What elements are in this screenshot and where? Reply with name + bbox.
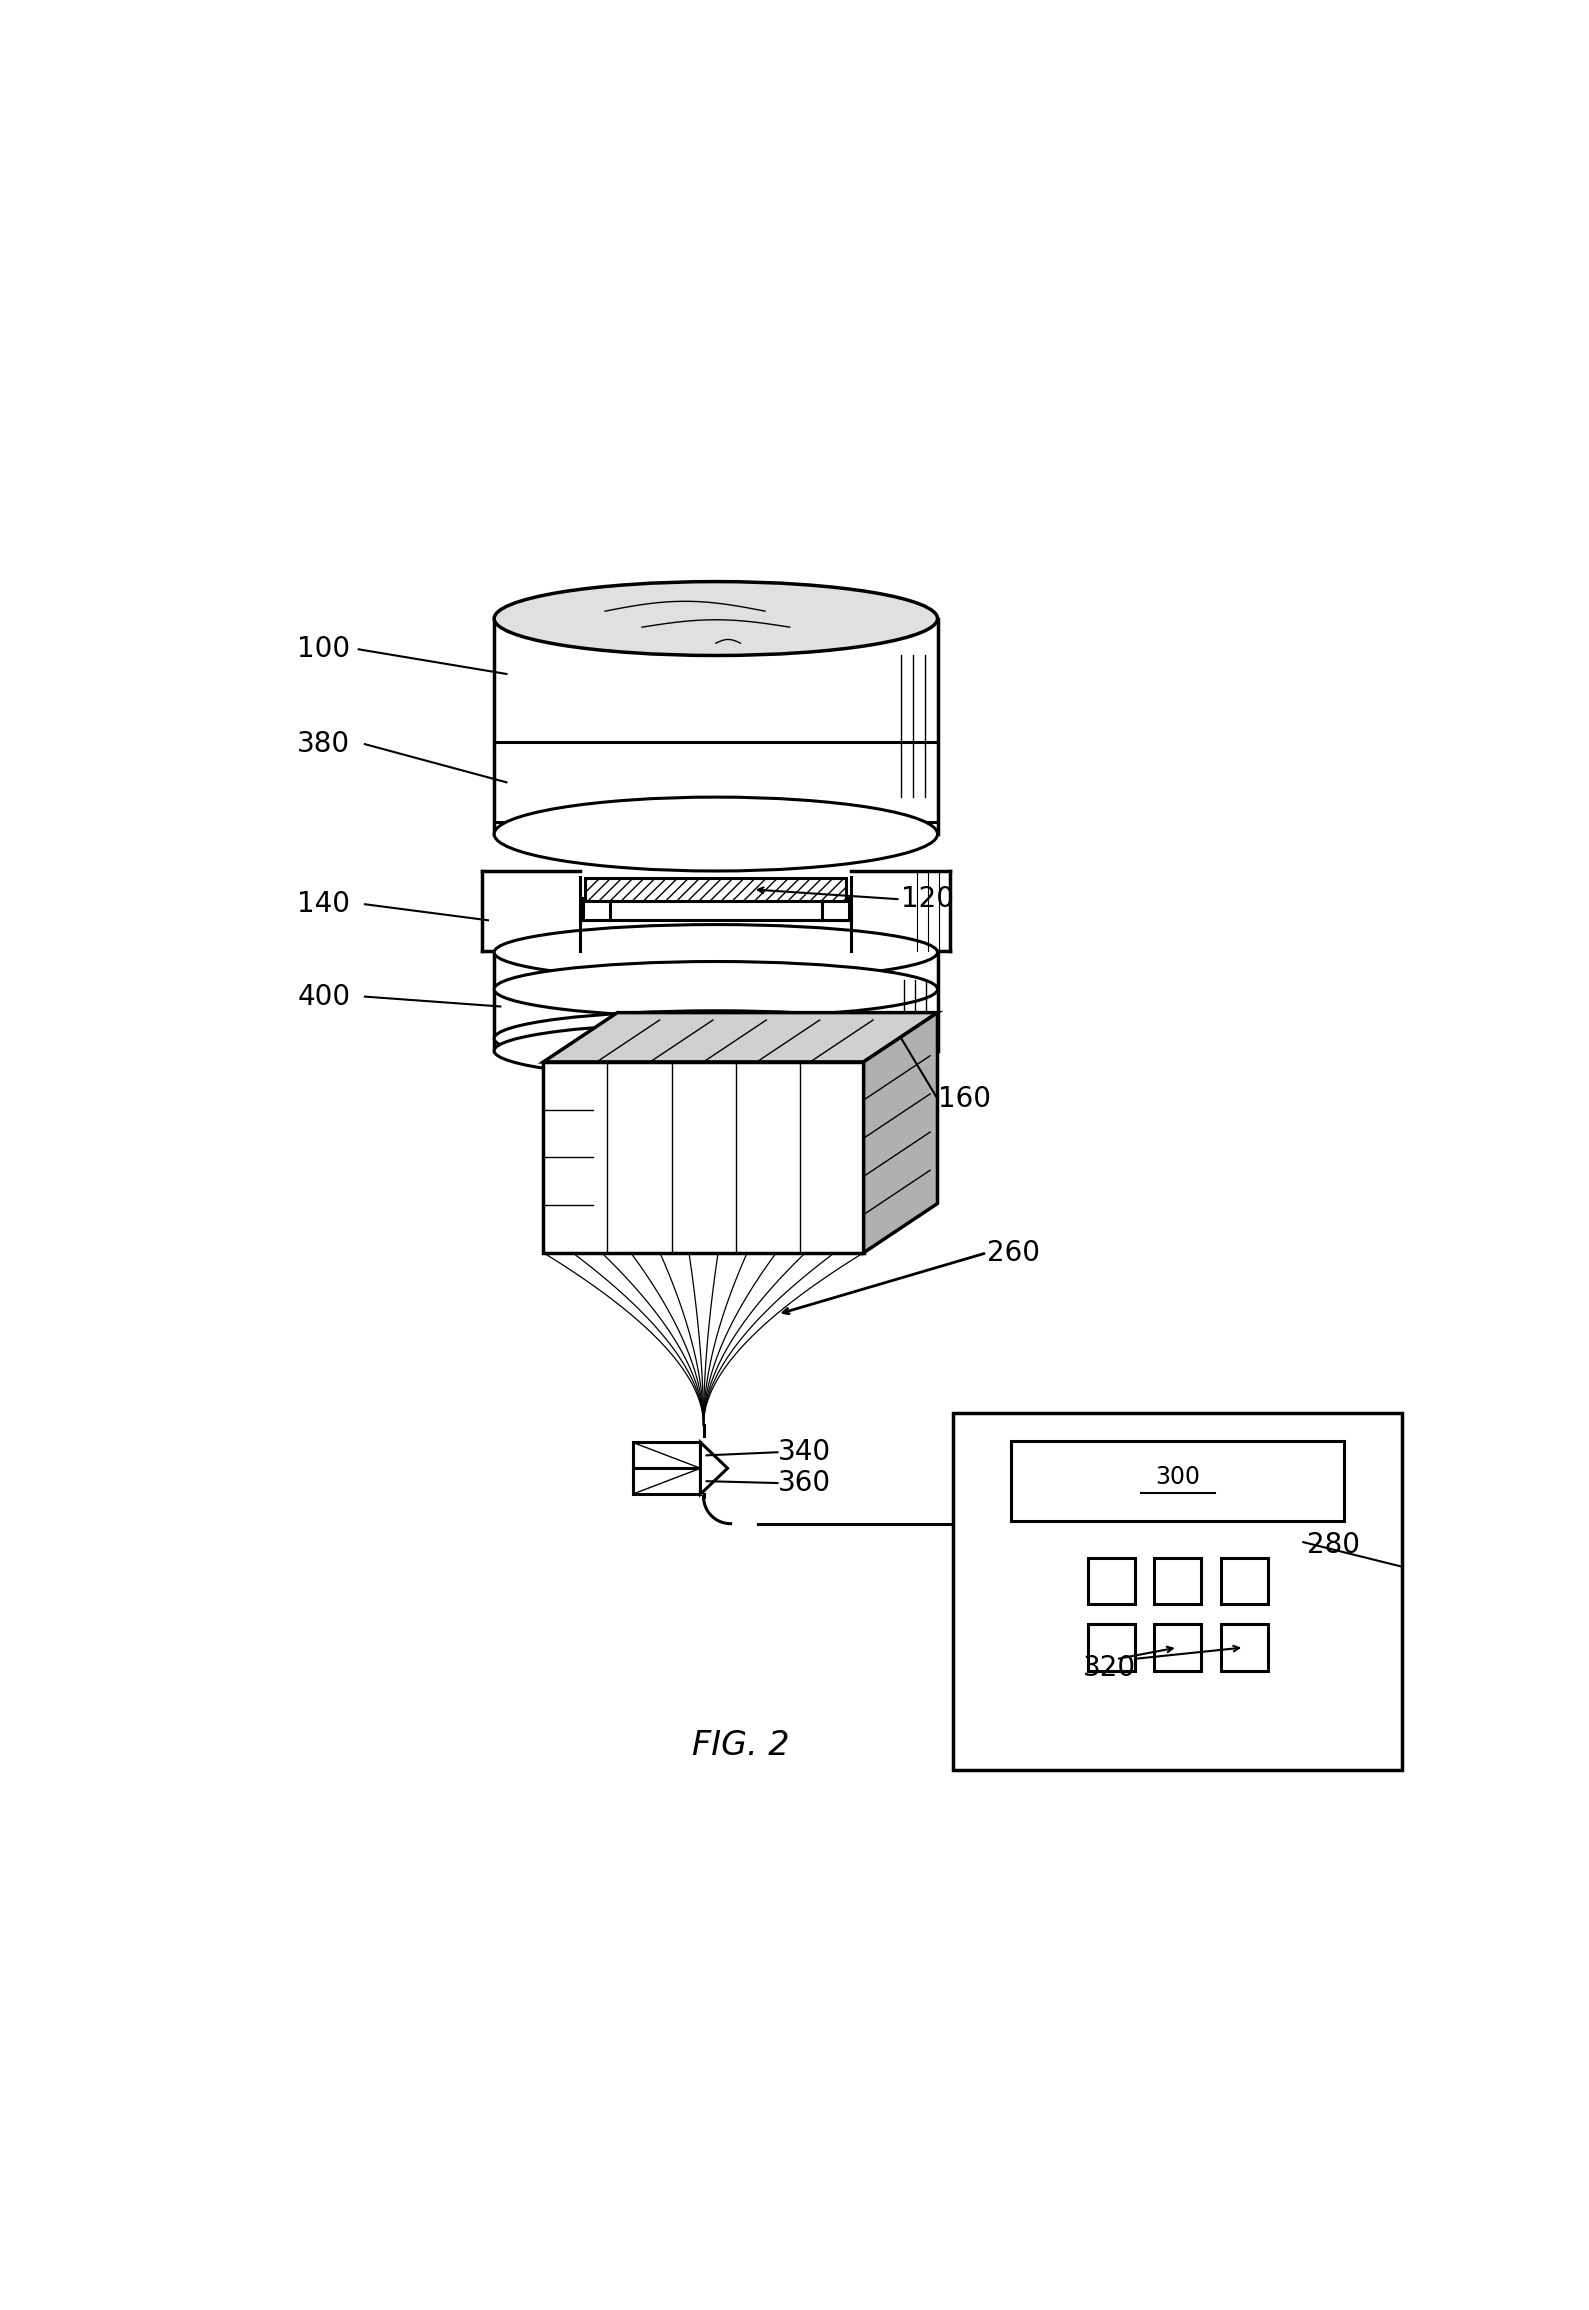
Text: 340: 340	[777, 1439, 831, 1467]
Text: 360: 360	[777, 1469, 831, 1497]
Bar	[632, 1441, 701, 1469]
Ellipse shape	[494, 797, 938, 871]
Polygon shape	[864, 1012, 938, 1252]
Polygon shape	[701, 1441, 728, 1495]
Text: 400: 400	[297, 982, 350, 1009]
Ellipse shape	[494, 961, 938, 1016]
Bar	[1220, 1624, 1268, 1670]
Bar	[583, 899, 610, 919]
Bar	[1154, 1557, 1201, 1605]
Bar	[822, 899, 849, 919]
Text: 160: 160	[938, 1086, 990, 1113]
Text: 280: 280	[1308, 1532, 1360, 1559]
Bar	[1154, 1624, 1201, 1670]
Ellipse shape	[494, 924, 938, 979]
Ellipse shape	[494, 1023, 938, 1079]
Text: 320: 320	[1082, 1654, 1136, 1682]
Text: 100: 100	[297, 635, 350, 663]
Ellipse shape	[494, 582, 938, 656]
Text: 260: 260	[987, 1238, 1039, 1266]
Bar	[585, 878, 847, 901]
Text: 140: 140	[297, 889, 350, 919]
Text: 300: 300	[1155, 1465, 1200, 1490]
Bar	[1088, 1557, 1135, 1605]
Bar	[1012, 1441, 1344, 1520]
Polygon shape	[543, 1012, 938, 1063]
Bar	[1088, 1624, 1135, 1670]
Bar	[1220, 1557, 1268, 1605]
Bar	[953, 1414, 1403, 1769]
Text: 380: 380	[297, 730, 350, 758]
Text: FIG. 2: FIG. 2	[691, 1728, 790, 1763]
Bar	[632, 1469, 701, 1495]
Bar	[543, 1063, 864, 1252]
Text: 120: 120	[901, 885, 953, 912]
Ellipse shape	[494, 1012, 938, 1067]
